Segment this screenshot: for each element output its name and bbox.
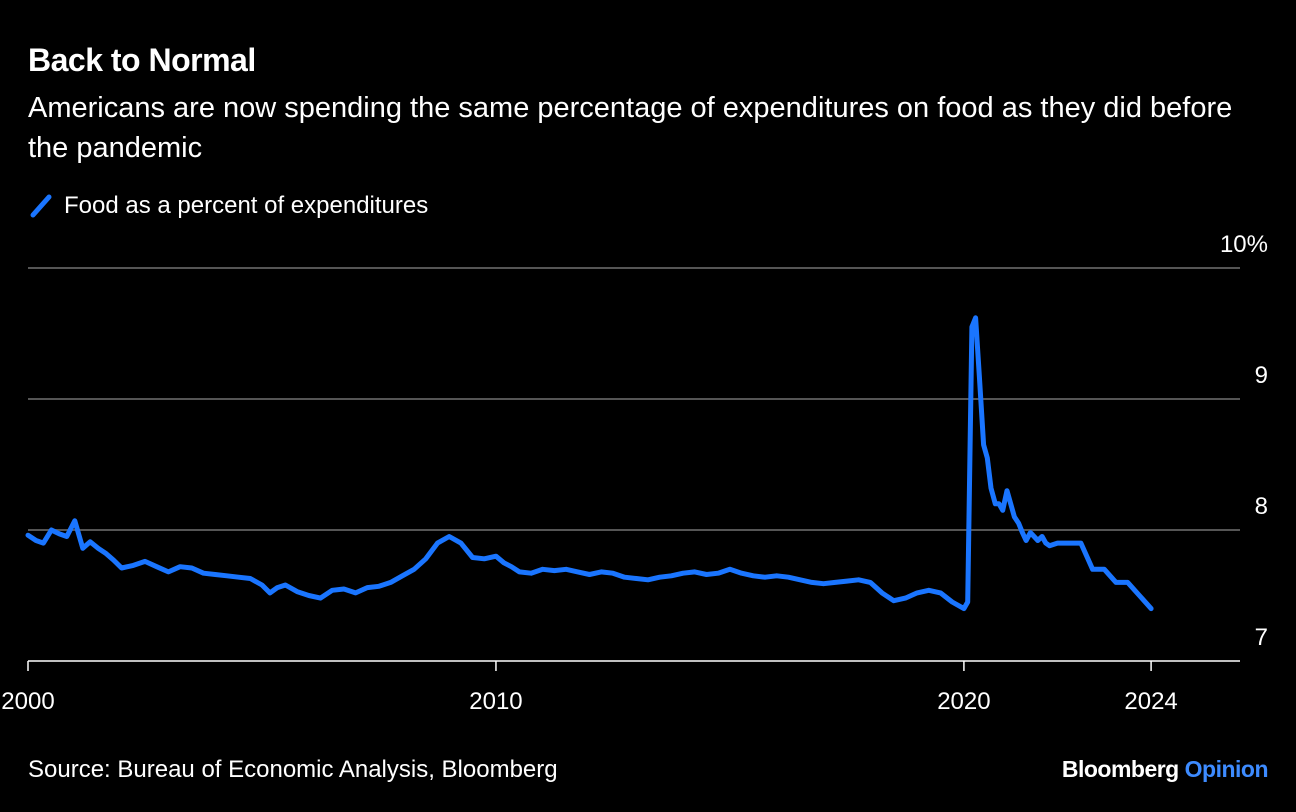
x-tick-label-2024: 2024 [1124,688,1177,715]
x-tick-labels: 2000 2010 2020 2024 [1,661,1178,715]
legend: Food as a percent of expenditures [28,192,428,220]
legend-line-icon [28,193,54,219]
brand-primary: Bloomberg [1061,756,1179,782]
y-tick-label-10: 10% [1220,231,1268,258]
x-tick-label-2020: 2020 [937,688,990,715]
chart-subtitle: Americans are now spending the same perc… [28,92,1233,164]
brand-logo: Bloomberg Opinion [1061,756,1269,783]
y-tick-label-9: 9 [1255,362,1268,389]
chart-title: Back to Normal [28,42,256,78]
series-line-food-share [25,315,1154,612]
y-tick-labels: 7 8 9 10% [1220,231,1268,651]
legend-label: Food as a percent of expenditures [64,192,429,219]
y-tick-label-7: 7 [1255,624,1268,651]
series [25,315,1154,612]
y-tick-label-8: 8 [1255,493,1268,520]
x-tick-label-2010: 2010 [469,688,522,715]
source-note: Source: Bureau of Economic Analysis, Blo… [28,756,558,783]
gridlines [28,267,1240,662]
brand-secondary: Opinion [1184,756,1269,782]
x-tick-label-2000: 2000 [1,688,54,715]
